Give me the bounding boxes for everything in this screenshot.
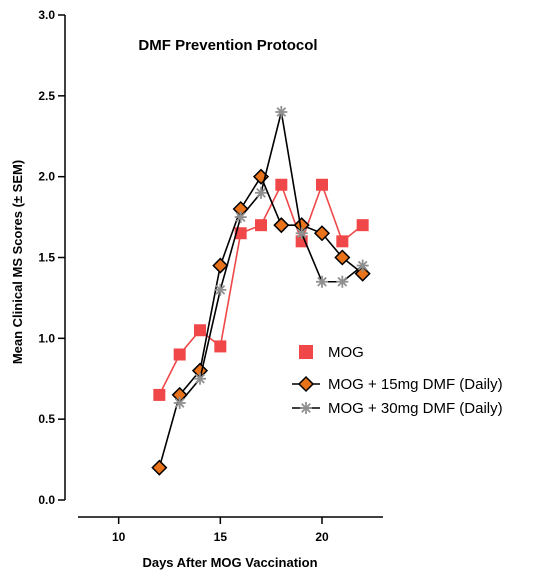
series-line	[158, 182, 364, 396]
square-marker	[214, 340, 227, 353]
legend-item: MOG	[299, 344, 364, 361]
series-group	[151, 106, 371, 476]
square-marker	[295, 235, 308, 248]
square-marker	[255, 219, 267, 232]
legend-label: MOG	[328, 344, 364, 361]
square-marker	[356, 219, 369, 232]
square-marker	[173, 348, 186, 361]
y-tick-label: 2.5	[38, 89, 55, 103]
diamond-marker	[313, 225, 331, 242]
asterisk-stroke	[235, 212, 246, 222]
asterisk-marker	[214, 283, 227, 296]
diamond-marker	[212, 257, 229, 274]
series-line	[179, 111, 364, 404]
y-tick-label: 1.5	[38, 251, 55, 265]
asterisk-marker	[295, 227, 308, 240]
square-marker	[153, 388, 166, 401]
asterisk-marker	[194, 372, 206, 385]
x-tick-label: 10	[112, 530, 126, 544]
square-marker	[275, 178, 288, 191]
asterisk-stroke	[195, 373, 205, 384]
asterisk-stroke	[276, 107, 287, 117]
square-marker	[194, 324, 206, 337]
asterisk-marker	[356, 259, 369, 272]
diamond-marker	[297, 375, 315, 393]
y-tick-label: 0.5	[38, 412, 55, 426]
square-marker	[299, 345, 313, 359]
asterisk-stroke	[337, 276, 348, 287]
legend-item: MOG + 30mg DMF (Daily)	[292, 400, 503, 417]
square-marker	[316, 178, 328, 191]
series-2	[151, 168, 371, 476]
series-3	[173, 106, 369, 409]
asterisk-marker	[234, 211, 247, 224]
diamond-marker	[334, 249, 351, 266]
asterisk-marker	[275, 106, 288, 118]
legend-item: MOG + 15mg DMF (Daily)	[292, 375, 503, 393]
series-1	[153, 178, 369, 401]
legend-label: MOG + 15mg DMF (Daily)	[328, 376, 503, 393]
asterisk-marker	[300, 402, 312, 414]
x-tick-label: 15	[214, 530, 228, 544]
asterisk-marker	[173, 397, 186, 409]
asterisk-stroke	[296, 228, 307, 239]
asterisk-marker	[316, 275, 328, 288]
y-tick-label: 2.0	[38, 170, 55, 184]
asterisk-stroke	[174, 398, 185, 408]
square-marker	[336, 235, 349, 248]
y-tick-label: 3.0	[38, 8, 55, 22]
x-tick-label: 20	[315, 530, 329, 544]
y-tick-label: 1.0	[38, 331, 55, 345]
asterisk-stroke	[215, 284, 226, 295]
asterisk-marker	[336, 275, 349, 288]
asterisk-stroke	[256, 187, 266, 198]
y-tick-label: 0.0	[38, 493, 55, 507]
x-axis-title: Days After MOG Vaccination	[142, 555, 317, 570]
y-axis-title: Mean Clinical MS Scores (± SEM)	[10, 160, 25, 364]
asterisk-stroke	[317, 276, 327, 287]
asterisk-marker	[255, 186, 267, 199]
chart-title: DMF Prevention Protocol	[138, 37, 317, 54]
diamond-marker	[151, 459, 168, 476]
asterisk-stroke	[357, 260, 368, 271]
axes: 0.0 0.5 1.0 1.5 2.0 2.5 3.0 10 15 20	[38, 8, 383, 544]
asterisk-stroke	[301, 403, 311, 413]
legend: MOG MOG + 15mg DMF (Daily) MOG + 30mg DMF …	[292, 344, 503, 417]
diamond-marker	[273, 217, 290, 234]
legend-label: MOG + 30mg DMF (Daily)	[328, 400, 503, 417]
